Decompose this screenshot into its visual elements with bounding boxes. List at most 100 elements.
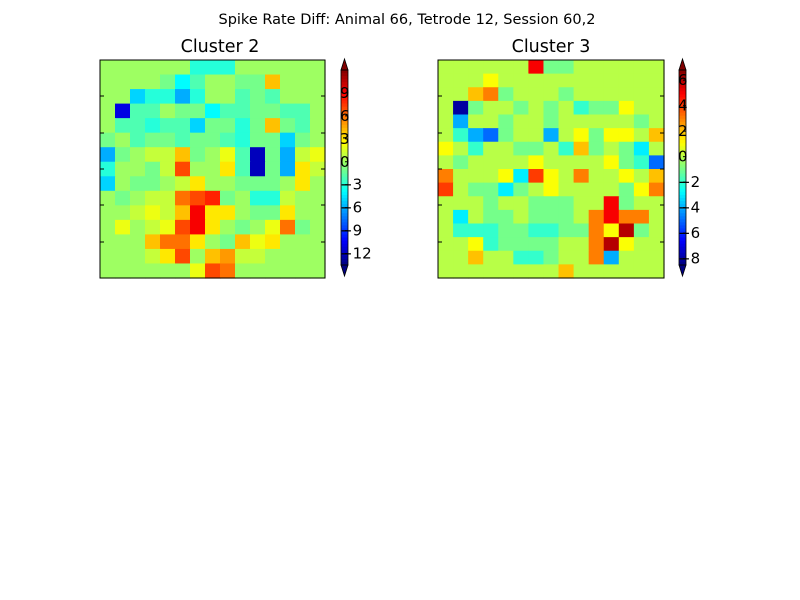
heatmap-cell xyxy=(295,103,311,119)
colorbar-segment xyxy=(679,194,686,199)
heatmap-cell xyxy=(160,205,176,221)
heatmap-cell xyxy=(235,103,251,119)
heatmap-cell xyxy=(483,128,499,143)
heatmap-cell xyxy=(528,87,545,102)
colorbar-segment xyxy=(679,94,686,98)
heatmap-cell xyxy=(453,237,469,252)
heatmap-cell xyxy=(603,100,620,116)
colorbar-segment xyxy=(341,109,348,114)
heatmap-cell xyxy=(603,169,620,184)
heatmap-cell xyxy=(648,264,665,279)
colorbar-segment xyxy=(679,234,686,239)
heatmap-cell xyxy=(618,209,635,225)
colorbar-segment xyxy=(341,88,348,92)
colorbar-segment xyxy=(679,152,686,156)
colorbar-segment xyxy=(679,137,686,141)
heatmap-cell xyxy=(603,141,620,156)
heatmap-cell xyxy=(280,263,296,279)
heatmap-cells xyxy=(100,60,326,279)
heatmap-cell xyxy=(160,118,176,134)
heatmap-cell xyxy=(295,161,311,177)
heatmap-cell xyxy=(130,176,146,192)
heatmap-cell xyxy=(310,263,326,279)
heatmap-cell xyxy=(618,114,635,129)
heatmap-cell xyxy=(220,103,236,119)
heatmap-cell xyxy=(438,87,454,102)
heatmap-cell xyxy=(190,263,206,279)
heatmap-cell xyxy=(145,263,161,279)
heatmap-cell xyxy=(498,155,514,170)
colorbar-segment xyxy=(679,213,686,217)
heatmap-cell xyxy=(160,190,176,206)
heatmap-cell xyxy=(528,155,545,170)
colorbar-segment xyxy=(341,188,348,193)
colorbar-segment xyxy=(679,103,686,108)
colorbar-segment xyxy=(679,91,686,95)
heatmap-cell xyxy=(543,128,560,143)
heatmap-cell xyxy=(558,169,575,184)
colorbar-segment xyxy=(679,140,686,144)
heatmap-cell xyxy=(115,89,131,105)
heatmap-cell xyxy=(453,182,469,197)
heatmap-cell xyxy=(558,182,575,197)
colorbar-segment xyxy=(679,121,686,126)
heatmap-cell xyxy=(573,100,590,116)
heatmap-cell xyxy=(205,234,221,250)
heatmap-cell xyxy=(453,128,469,143)
heatmap-cell xyxy=(633,182,650,197)
colorbar-segment xyxy=(341,140,348,144)
heatmap-cell xyxy=(453,223,469,238)
heatmap-cell xyxy=(190,74,206,90)
heatmap-cell xyxy=(265,205,281,221)
heatmap-cell xyxy=(265,103,281,119)
heatmap-cell xyxy=(453,100,469,116)
colorbar-segment xyxy=(341,207,348,211)
heatmap-cell xyxy=(438,196,454,211)
heatmap-cell xyxy=(265,190,281,206)
heatmap-cell xyxy=(483,264,499,279)
heatmap-cell xyxy=(498,73,514,88)
heatmap-cell xyxy=(633,141,650,156)
heatmap-cell xyxy=(483,155,499,170)
heatmap-cell xyxy=(145,147,161,163)
colorbar-segment xyxy=(679,243,686,248)
heatmap-cell xyxy=(633,100,650,116)
heatmap-cell xyxy=(648,169,665,184)
heatmap-cell xyxy=(453,114,469,129)
heatmap-cell xyxy=(498,128,514,143)
heatmap-cell xyxy=(603,128,620,143)
figure-title: Spike Rate Diff: Animal 66, Tetrode 12, … xyxy=(219,12,596,28)
heatmap-cell xyxy=(618,155,635,170)
colorbar-segment xyxy=(679,118,686,123)
colorbar-segment xyxy=(679,246,686,251)
heatmap-cell xyxy=(145,190,161,206)
heatmap-cell xyxy=(115,161,131,177)
heatmap-cell xyxy=(265,118,281,134)
colorbar-segment xyxy=(679,127,686,132)
heatmap-cell xyxy=(573,60,590,75)
heatmap-cell xyxy=(603,114,620,129)
heatmap-cell xyxy=(130,118,146,134)
heatmap-cell xyxy=(498,141,514,156)
heatmap-cell xyxy=(160,89,176,105)
colorbar-segment xyxy=(679,252,686,257)
colorbar-segment xyxy=(341,112,348,117)
heatmap-cell xyxy=(438,141,454,156)
heatmap-cell xyxy=(235,248,251,265)
heatmap-cell xyxy=(573,250,590,265)
heatmap-cell xyxy=(588,114,605,129)
heatmap-cell xyxy=(498,114,514,129)
heatmap-cell xyxy=(205,118,221,134)
colorbar-segment xyxy=(341,179,348,184)
heatmap-cell xyxy=(513,155,529,170)
heatmap-cell xyxy=(603,223,620,238)
heatmap-cell xyxy=(618,182,635,197)
heatmap-cell xyxy=(190,205,206,221)
colorbar-tick-label: −6 xyxy=(340,199,362,217)
heatmap-cell xyxy=(250,219,266,235)
heatmap-cell xyxy=(543,237,560,252)
heatmap-cell xyxy=(543,73,560,88)
heatmap-cell xyxy=(160,147,176,163)
heatmap-cell xyxy=(498,196,514,211)
heatmap-cell xyxy=(205,89,221,105)
